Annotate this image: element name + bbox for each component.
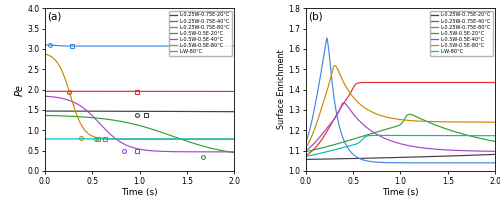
Y-axis label: Pe: Pe: [14, 84, 24, 96]
Text: (b): (b): [308, 12, 322, 21]
Text: (a): (a): [47, 12, 62, 21]
Legend: L-0.25W-0.75E-20°C, L-0.25W-0.75E-40°C, L-0.25W-0.75E-80°C, L-0.5W-0.5E-20°C, L-: L-0.25W-0.75E-20°C, L-0.25W-0.75E-40°C, …: [430, 11, 492, 56]
Legend: L-0.25W-0.75E-20°C, L-0.25W-0.75E-40°C, L-0.25W-0.75E-80°C, L-0.5W-0.5E-20°C, L-: L-0.25W-0.75E-20°C, L-0.25W-0.75E-40°C, …: [168, 11, 232, 56]
X-axis label: Time (s): Time (s): [382, 188, 419, 197]
Y-axis label: Surface Enrichment: Surface Enrichment: [276, 50, 285, 129]
X-axis label: Time (s): Time (s): [121, 188, 158, 197]
